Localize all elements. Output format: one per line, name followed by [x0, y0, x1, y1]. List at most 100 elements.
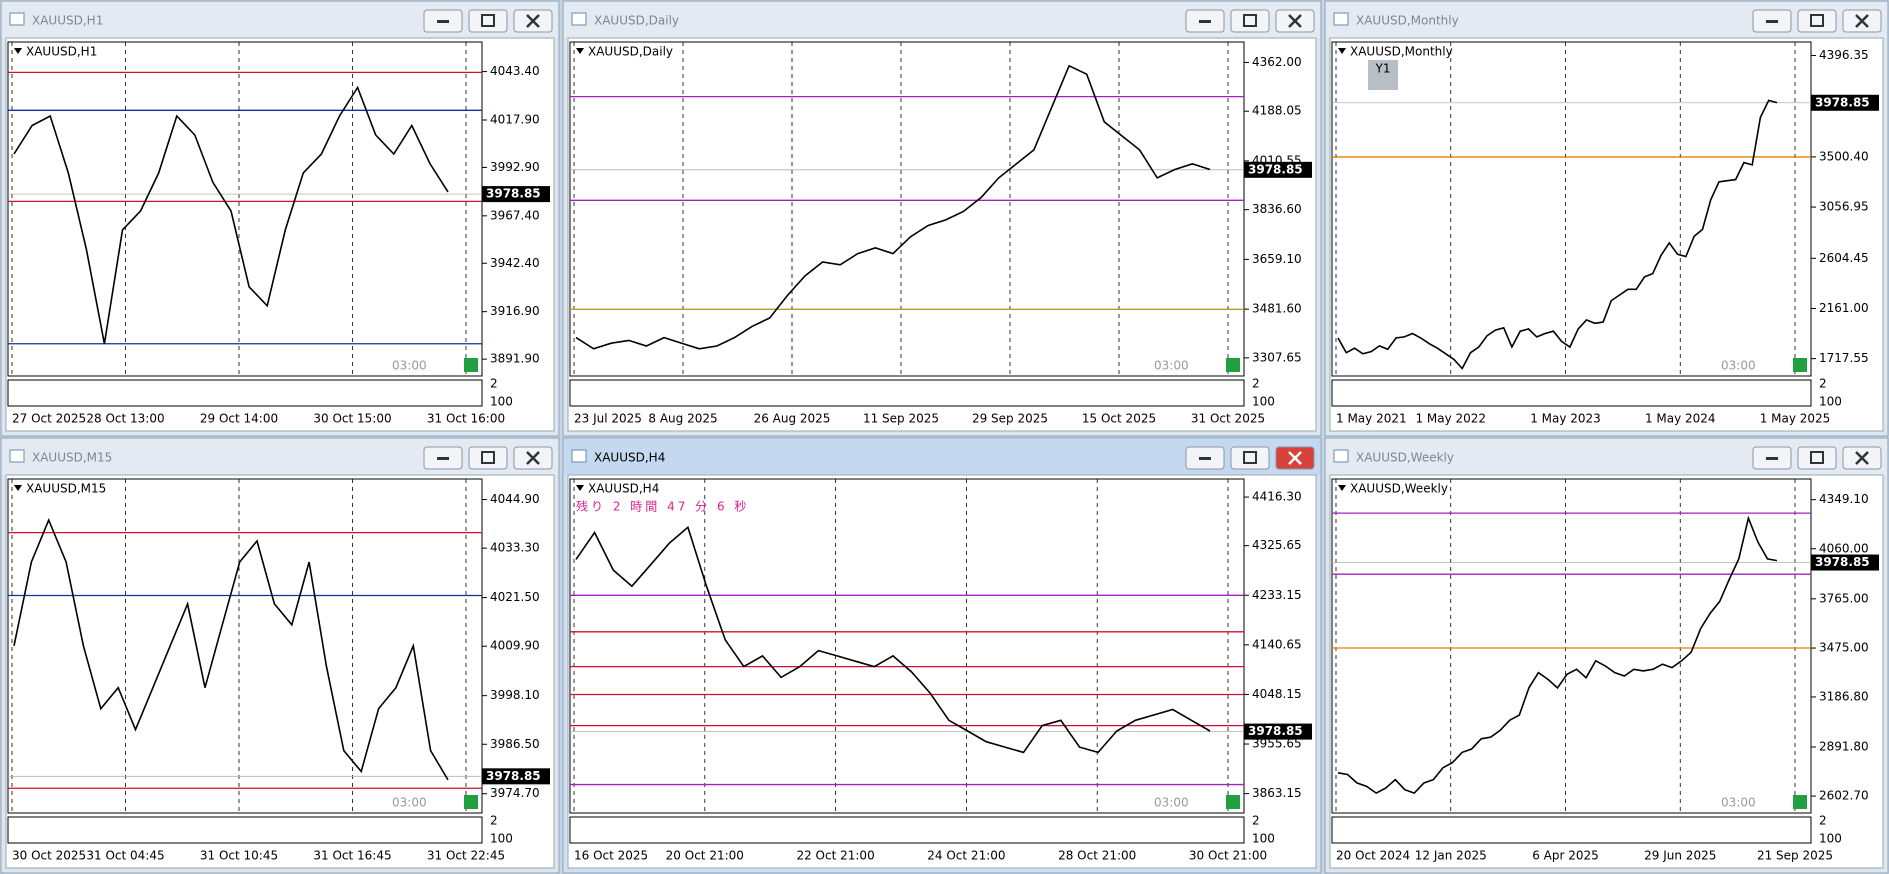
maximize-glyph: [1243, 451, 1257, 464]
maximize-button[interactable]: [1797, 9, 1837, 33]
window-icon: [571, 449, 587, 463]
window-icon: [9, 449, 25, 463]
time-marker: 03:00: [392, 796, 427, 810]
time-marker: 03:00: [1154, 796, 1189, 810]
symbol-label: XAUUSD,H4: [588, 482, 659, 496]
chart-window: XAUUSD,Weekly 20 Oct 2024 12 Jan 2025 6 Apr…: [1324, 437, 1889, 874]
x-tick-label: 31 Oct 16:45: [313, 849, 391, 863]
menu-arrow: [14, 485, 22, 491]
current-price-box: [1244, 161, 1312, 178]
y-tick-label: 3986.50: [490, 737, 540, 751]
title-bar: [2, 2, 558, 38]
y-tick-label: 3863.15: [1252, 786, 1302, 800]
maximize-button[interactable]: [468, 446, 508, 470]
close-glyph: [1288, 451, 1302, 465]
chart-area: [567, 37, 1317, 432]
current-price-label: 3978.85: [1815, 95, 1870, 109]
y-tick-label: 3974.70: [490, 786, 540, 800]
maximize-glyph: [481, 451, 495, 464]
menu-arrow: [1338, 48, 1346, 54]
maximize-button[interactable]: [1230, 9, 1270, 33]
x-tick-label: 1 May 2021: [1336, 412, 1407, 426]
time-marker: 03:00: [1721, 359, 1756, 373]
x-tick-label: 31 Oct 22:45: [427, 849, 505, 863]
x-tick-label: 30 Oct 15:00: [313, 412, 391, 426]
current-price-label: 3978.85: [486, 769, 541, 783]
plot-frame: [1331, 41, 1812, 377]
y-tick-label: 1717.55: [1819, 351, 1869, 365]
price-line: [13, 85, 449, 344]
trade-indicator: [464, 795, 478, 809]
current-price-label: 3978.85: [1815, 555, 1870, 569]
y-tick-label: 4021.50: [490, 590, 540, 604]
badge-text: Y1: [1375, 62, 1391, 76]
sub-window: [1331, 816, 1812, 844]
y-tick-label: 4017.90: [490, 112, 540, 126]
time-marker: 03:00: [1154, 359, 1189, 373]
chart-area: [1329, 37, 1884, 432]
x-tick-label: 21 Sep 2025: [1757, 849, 1833, 863]
y-tick-label: 4416.30: [1252, 490, 1302, 504]
current-price-label: 3978.85: [1248, 724, 1303, 738]
window-icon: [1333, 449, 1349, 463]
trade-indicator: [1793, 795, 1807, 809]
maximize-glyph: [481, 14, 495, 27]
y-tick-label: 3967.40: [490, 208, 540, 222]
chart-window: XAUUSD,Monthly 1 May 2021 1 May 2022 1 May …: [1324, 0, 1889, 437]
current-price-label: 3978.85: [486, 187, 541, 201]
time-marker: 03:00: [392, 359, 427, 373]
countdown-timer: 残り 2 時間 47 分 6 秒: [576, 500, 749, 514]
x-tick-label: 20 Oct 2024: [1336, 849, 1410, 863]
x-tick-label: 11 Sep 2025: [863, 412, 939, 426]
minimize-glyph: [437, 457, 449, 460]
chart-area: [5, 37, 555, 432]
minimize-glyph: [1766, 20, 1778, 23]
x-tick-label: 1 May 2022: [1415, 412, 1486, 426]
y-tick-label: 3891.90: [490, 352, 540, 366]
price-line: [575, 525, 1211, 754]
y-tick-label: 4140.65: [1252, 637, 1302, 651]
close-glyph: [526, 14, 540, 28]
symbol-label: XAUUSD,Daily: [588, 45, 673, 59]
sub-window: [7, 816, 483, 844]
window-title: XAUUSD,Monthly: [1356, 14, 1459, 28]
x-tick-label: 23 Jul 2025: [574, 412, 642, 426]
price-line: [13, 518, 449, 781]
trade-indicator: [1793, 358, 1807, 372]
y-tick-label: 3659.10: [1252, 252, 1302, 266]
x-tick-label: 1 May 2024: [1645, 412, 1716, 426]
y-tick-label: 3942.40: [490, 256, 540, 270]
maximize-button[interactable]: [1230, 446, 1270, 470]
minimize-glyph: [1199, 457, 1211, 460]
sub-axis-top: 2: [1819, 814, 1827, 828]
close-glyph: [526, 451, 540, 465]
chart-window: XAUUSD,H4 16 Oct 2025 20 Oct 21:00 22 Oct 2…: [562, 437, 1322, 874]
maximize-button[interactable]: [468, 9, 508, 33]
y-tick-label: 3056.95: [1819, 200, 1869, 214]
maximize-button[interactable]: [1797, 446, 1837, 470]
y-tick-label: 4233.15: [1252, 588, 1302, 602]
plot-frame: [569, 478, 1245, 814]
x-tick-label: 22 Oct 21:00: [796, 849, 874, 863]
minimize-glyph: [1766, 457, 1778, 460]
sub-window: [569, 379, 1245, 407]
x-tick-label: 1 May 2025: [1760, 412, 1831, 426]
current-price-box: [1811, 554, 1879, 571]
price-line: [1337, 99, 1778, 370]
price-line: [575, 64, 1211, 350]
time-marker: 03:00: [1721, 796, 1756, 810]
y-tick-label: 4060.00: [1819, 541, 1869, 555]
y-tick-label: 2161.00: [1819, 301, 1869, 315]
x-tick-label: 1 May 2023: [1530, 412, 1601, 426]
menu-arrow: [576, 485, 584, 491]
window-title: XAUUSD,Daily: [594, 14, 679, 28]
x-tick-label: 31 Oct 16:00: [427, 412, 505, 426]
y-tick-label: 3500.40: [1819, 149, 1869, 163]
sub-axis-bottom: 100: [1252, 395, 1275, 409]
window-title: XAUUSD,M15: [32, 451, 112, 465]
badge-box: [1368, 60, 1398, 90]
sub-axis-top: 2: [1819, 377, 1827, 391]
plot-frame: [569, 41, 1245, 377]
y-tick-label: 3475.00: [1819, 641, 1869, 655]
